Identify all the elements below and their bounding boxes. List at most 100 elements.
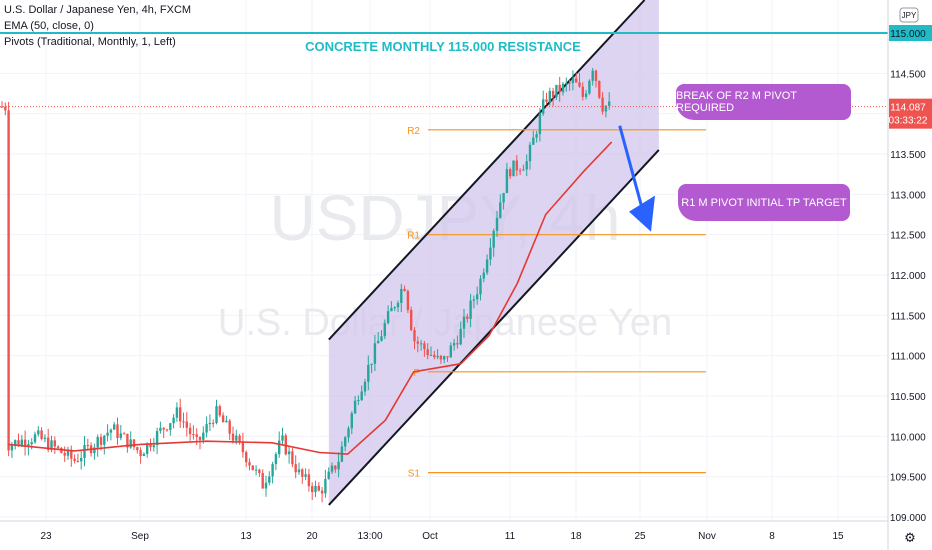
candle-body — [419, 343, 423, 345]
candle-body — [515, 160, 518, 171]
candle-body — [598, 81, 601, 98]
candle-body — [149, 443, 152, 448]
currency-badge[interactable] — [899, 7, 919, 23]
candle-body — [185, 421, 188, 428]
candle-body — [241, 441, 245, 453]
candle-body — [83, 444, 86, 458]
candle-body — [23, 439, 27, 447]
candle-body — [555, 84, 558, 97]
candle-body — [7, 110, 10, 451]
currency-badge-label: JPY — [902, 11, 917, 20]
candle-body — [588, 80, 591, 94]
candle-body — [165, 429, 169, 431]
price-tick-label: 113.000 — [890, 190, 926, 201]
candle-body — [96, 437, 99, 448]
candle-body — [103, 435, 106, 445]
price-tick-label: 111.500 — [891, 311, 926, 322]
candle-body — [56, 446, 60, 448]
candle-body — [119, 433, 122, 438]
symbol-title[interactable]: U.S. Dollar / Japanese Yen, 4h, FXCM — [4, 4, 192, 16]
candle-body — [608, 101, 611, 106]
candle-body — [30, 442, 33, 445]
candle-body — [231, 433, 235, 441]
candle-body — [301, 469, 304, 477]
candle-body — [591, 70, 594, 81]
candle-body — [413, 330, 416, 342]
candle-body — [248, 462, 251, 466]
candle-body — [360, 391, 363, 401]
projection-arrow-shaft — [618, 125, 645, 213]
candle-body — [594, 70, 598, 82]
candle-body — [70, 449, 73, 459]
candle-body — [188, 427, 192, 435]
candle-body — [334, 465, 337, 470]
candle-body — [538, 113, 542, 135]
projection-arrow[interactable] — [618, 125, 655, 232]
candle-body — [179, 407, 182, 422]
candle-body — [575, 78, 578, 83]
candle-body — [558, 84, 561, 93]
candle-body — [396, 302, 400, 308]
ema-indicator-title[interactable]: EMA (50, close, 0) — [4, 20, 94, 32]
candle-body — [235, 435, 238, 441]
candle-body — [136, 447, 139, 451]
candle-body — [314, 485, 317, 493]
channel-upper-line[interactable] — [328, 0, 646, 341]
time-axis[interactable]: 23 Sep 13 20 13:00 Oct 11 18 25 Nov 8 15 — [0, 520, 932, 550]
pivot-levels: R2 R1 P S1 — [407, 126, 706, 480]
candle-body — [522, 169, 525, 171]
candle-body — [400, 288, 403, 303]
price-tick-label: 113.500 — [890, 150, 926, 161]
candle-body — [449, 345, 452, 358]
price-axis[interactable]: 109.000 109.500 110.000 110.500 111.000 111.5… — [887, 0, 932, 550]
candle-body — [426, 349, 429, 356]
candle-body — [297, 469, 301, 473]
candle-body — [195, 434, 198, 438]
candle-body — [73, 458, 76, 461]
time-tick-label: Oct — [422, 531, 438, 542]
candle-body — [344, 437, 347, 447]
resistance-label: CONCRETE MONTHLY 115.000 RESISTANCE — [305, 39, 581, 54]
candle-body — [4, 106, 7, 111]
time-tick-label: 15 — [832, 531, 844, 542]
candle-body — [439, 355, 443, 360]
candle-body — [601, 97, 604, 112]
callout-r1[interactable]: R1 M PIVOT INITIAL TP TARGET — [678, 184, 850, 221]
candle-body — [568, 82, 571, 84]
candle-body — [251, 465, 254, 470]
time-tick-label: 13 — [240, 531, 252, 542]
candle-body — [192, 434, 195, 436]
candle-body — [172, 417, 175, 424]
candle-body — [528, 144, 532, 162]
pivots-indicator-title[interactable]: Pivots (Traditional, Monthly, 1, Left) — [4, 36, 176, 48]
candle-body — [532, 137, 535, 145]
price-tick-label: 109.500 — [890, 473, 927, 484]
candle-body — [393, 307, 396, 309]
candle-body — [261, 473, 264, 489]
candle-body — [304, 474, 307, 477]
candle-body — [505, 169, 509, 194]
candle-body — [383, 323, 386, 337]
candle-body — [294, 464, 297, 473]
candle-body — [324, 478, 327, 494]
ema-line[interactable] — [8, 141, 613, 455]
callout-r2[interactable]: BREAK OF R2 M PIVOT REQUIRED — [676, 84, 851, 120]
last-price-text: 114.087 — [890, 103, 926, 114]
candle-body — [80, 457, 83, 462]
candle-body — [245, 452, 248, 463]
candle-body — [509, 169, 512, 177]
candle-body — [159, 427, 162, 432]
candle-body — [584, 93, 588, 97]
candle-body — [258, 469, 261, 474]
candle-body — [109, 429, 113, 433]
candle-body — [122, 433, 126, 435]
candle-body — [254, 469, 258, 471]
candle-body — [311, 486, 314, 493]
candle-body — [525, 161, 528, 170]
chart-settings-icon[interactable]: ⚙ — [904, 531, 916, 546]
candle-body — [466, 316, 469, 319]
candle-body — [152, 445, 155, 448]
price-tick-label: 110.500 — [890, 392, 926, 403]
pivot-label-p: P — [413, 368, 420, 379]
